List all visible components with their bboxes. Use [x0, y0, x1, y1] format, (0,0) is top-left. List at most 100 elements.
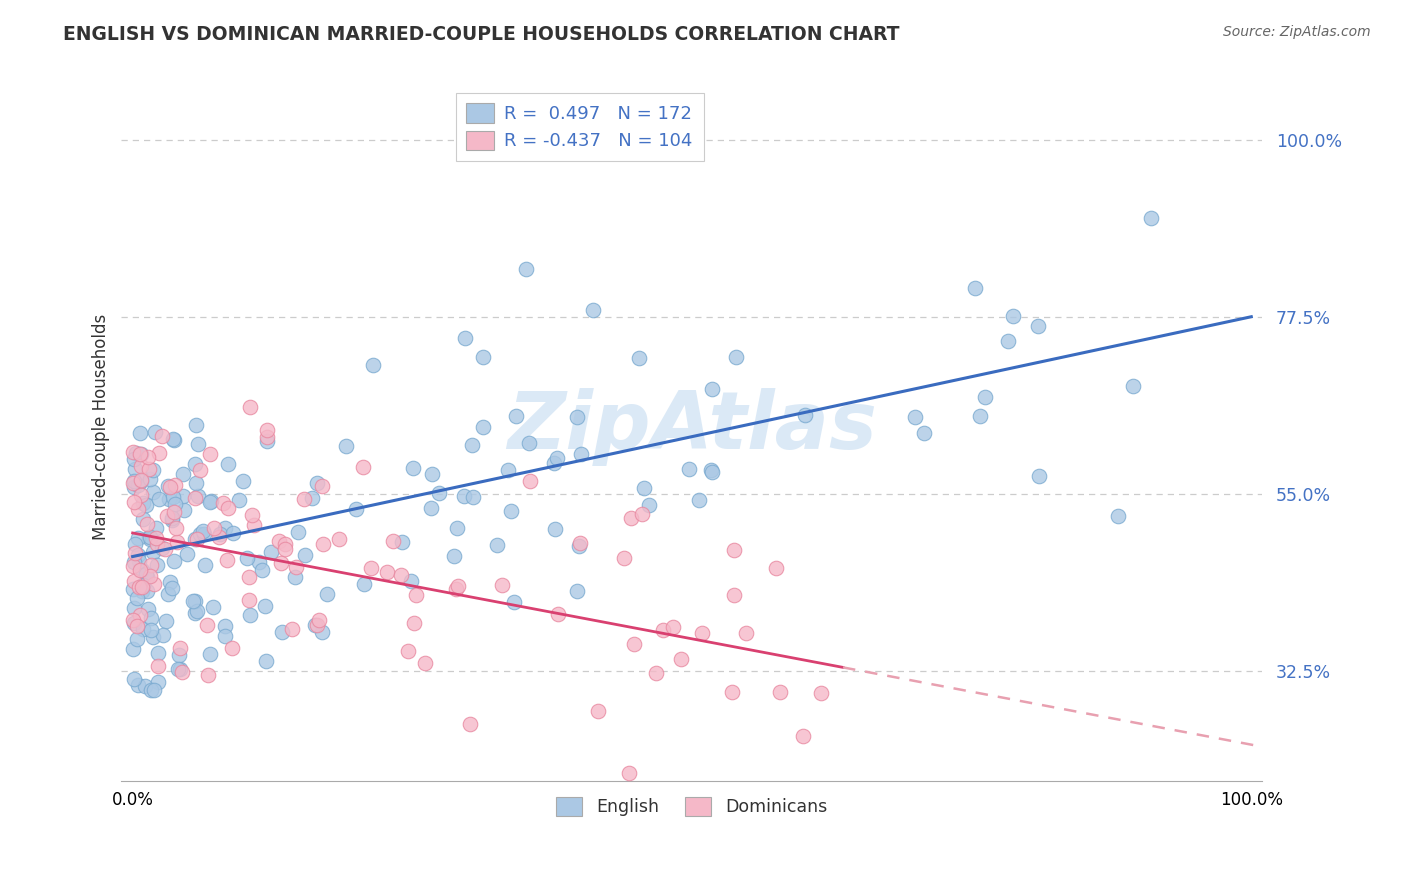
Point	[420, 501, 443, 516]
Point	[453, 489, 475, 503]
Point	[172, 489, 194, 503]
Point	[122, 558, 145, 573]
Point	[413, 656, 436, 670]
Point	[127, 478, 149, 492]
Point	[652, 623, 675, 637]
Point	[308, 614, 330, 628]
Text: Source: ZipAtlas.com: Source: ZipAtlas.com	[1223, 25, 1371, 39]
Point	[311, 625, 333, 640]
Point	[706, 782, 728, 797]
Point	[546, 450, 568, 465]
Point	[239, 608, 262, 623]
Point	[129, 563, 152, 577]
Point	[138, 532, 160, 546]
Point	[375, 566, 398, 580]
Point	[145, 521, 167, 535]
Point	[256, 430, 278, 444]
Point	[125, 446, 148, 460]
Point	[267, 534, 290, 549]
Point	[143, 577, 166, 591]
Point	[256, 434, 278, 449]
Point	[360, 560, 382, 574]
Point	[129, 447, 152, 461]
Point	[735, 625, 758, 640]
Point	[391, 535, 413, 549]
Point	[132, 512, 155, 526]
Point	[335, 439, 357, 453]
Point	[142, 631, 165, 645]
Point	[136, 601, 159, 615]
Point	[122, 474, 145, 488]
Point	[644, 665, 666, 680]
Point	[162, 490, 184, 504]
Point	[222, 525, 245, 540]
Point	[142, 485, 165, 500]
Point	[499, 504, 522, 518]
Point	[183, 606, 205, 620]
Point	[486, 538, 509, 552]
Point	[125, 632, 148, 647]
Point	[401, 461, 423, 475]
Point	[124, 616, 146, 631]
Point	[240, 508, 263, 523]
Point	[214, 619, 236, 633]
Point	[461, 490, 484, 504]
Point	[381, 534, 404, 549]
Point	[127, 678, 149, 692]
Point	[128, 425, 150, 440]
Point	[136, 450, 159, 464]
Point	[186, 533, 208, 547]
Point	[124, 555, 146, 569]
Point	[139, 472, 162, 486]
Point	[301, 491, 323, 505]
Point	[505, 409, 527, 423]
Point	[305, 475, 328, 490]
Point	[157, 491, 180, 506]
Point	[162, 432, 184, 446]
Point	[198, 495, 221, 509]
Point	[131, 580, 153, 594]
Point	[963, 281, 986, 295]
Point	[586, 704, 609, 718]
Point	[969, 409, 991, 424]
Point	[135, 570, 157, 584]
Point	[311, 537, 333, 551]
Point	[633, 481, 655, 495]
Point	[191, 524, 214, 538]
Point	[197, 667, 219, 681]
Point	[287, 524, 309, 539]
Point	[724, 350, 747, 364]
Point	[458, 717, 481, 731]
Point	[134, 679, 156, 693]
Point	[453, 330, 475, 344]
Point	[150, 541, 173, 555]
Point	[122, 582, 145, 596]
Point	[997, 334, 1019, 348]
Point	[912, 425, 935, 440]
Point	[124, 546, 146, 560]
Point	[517, 436, 540, 450]
Point	[567, 584, 589, 599]
Point	[142, 545, 165, 559]
Point	[139, 530, 162, 544]
Point	[280, 622, 302, 636]
Point	[700, 465, 723, 479]
Point	[471, 351, 494, 365]
Point	[405, 588, 427, 602]
Point	[148, 445, 170, 459]
Point	[472, 420, 495, 434]
Point	[146, 659, 169, 673]
Point	[146, 675, 169, 690]
Point	[145, 531, 167, 545]
Point	[547, 607, 569, 622]
Point	[443, 549, 465, 563]
Point	[184, 533, 207, 547]
Point	[569, 446, 592, 460]
Point	[617, 765, 640, 780]
Point	[129, 474, 152, 488]
Point	[173, 503, 195, 517]
Point	[146, 646, 169, 660]
Point	[131, 583, 153, 598]
Point	[173, 467, 195, 481]
Point	[132, 622, 155, 636]
